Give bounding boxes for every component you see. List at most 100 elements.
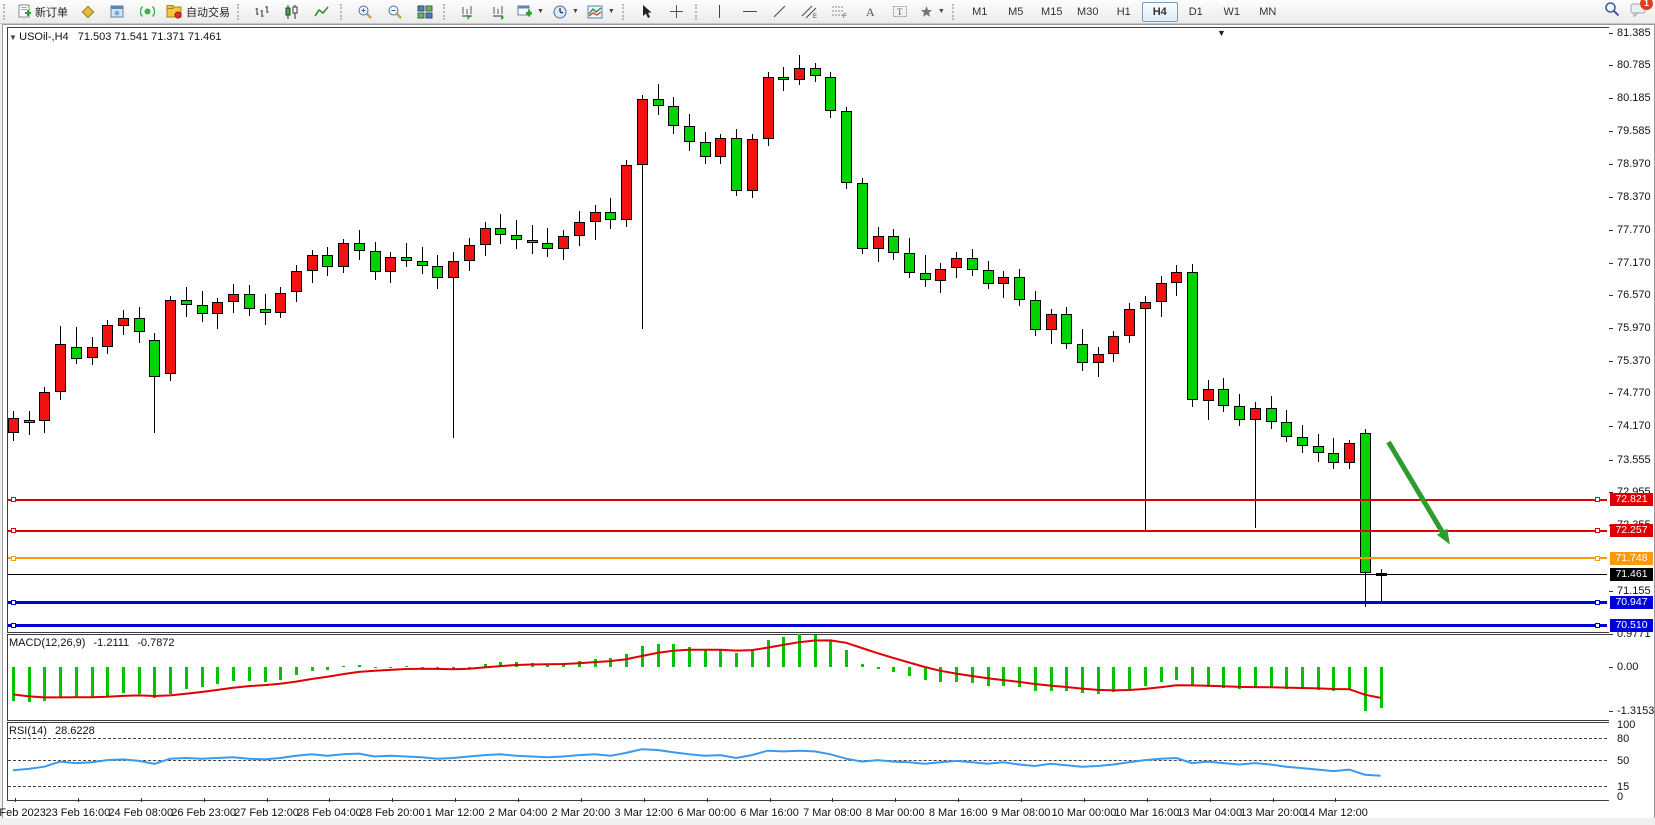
crosshair-button[interactable] [662, 1, 692, 23]
chart-shift-marker[interactable]: ▼ [1217, 28, 1226, 38]
candle [558, 236, 569, 249]
signals-button[interactable] [132, 1, 162, 23]
cursor-button[interactable] [632, 1, 662, 23]
cascade-charts-button[interactable] [483, 1, 513, 23]
macd-histogram-bar [264, 667, 267, 683]
horizontal-line-object[interactable] [8, 498, 1607, 501]
horizontal-line-object[interactable] [8, 573, 1607, 575]
price-tick-mark [1609, 328, 1613, 329]
text-icon: A [866, 5, 875, 19]
candle [1281, 422, 1292, 437]
horizontal-line-object[interactable] [8, 557, 1607, 560]
arrow-shapes-button[interactable]: ▼ [915, 1, 949, 23]
candle [1077, 343, 1088, 364]
macd-tick-mark [1609, 711, 1613, 712]
rsi-pane[interactable] [7, 722, 1611, 801]
line-handle[interactable] [1595, 528, 1600, 533]
market-watch-button[interactable] [72, 1, 102, 23]
candle [1360, 432, 1371, 574]
line-handle[interactable] [11, 528, 16, 533]
horizontal-line-object[interactable] [8, 600, 1607, 604]
macd-histogram-bar [106, 667, 109, 696]
price-tick-label: 77.770 [1617, 224, 1651, 236]
line-handle[interactable] [1595, 599, 1600, 605]
macd-histogram-bar [43, 667, 46, 701]
rsi-tick-label: 0 [1617, 791, 1624, 803]
time-tick-label: 8 Mar 00:00 [865, 807, 925, 819]
horizontal-line-object[interactable] [8, 529, 1607, 532]
candle [417, 260, 428, 267]
chart-title: ▼ USOil-,H4 71.503 71.541 71.371 71.461 [9, 31, 221, 43]
time-tick-mark [1209, 798, 1211, 802]
arrange-charts-button[interactable] [453, 1, 483, 23]
tile-windows-button[interactable] [410, 1, 440, 23]
timeframe-D1[interactable]: D1 [1188, 5, 1203, 18]
time-tick-mark [895, 798, 897, 802]
line-handle[interactable] [11, 623, 16, 629]
autotrading-button[interactable]: 自动交易 [162, 1, 234, 23]
timeframe-M15[interactable]: M15 [1041, 5, 1063, 18]
bar-chart-button[interactable] [247, 1, 277, 23]
macd-histogram-bar [326, 667, 329, 670]
one-click-trading-arrow[interactable]: ▼ [9, 33, 20, 42]
search-icon[interactable] [1604, 1, 1620, 17]
candle-wick [1003, 270, 1004, 298]
profiles-button[interactable]: ▼ [548, 1, 583, 23]
macd-histogram-bar [1002, 667, 1005, 686]
text-button[interactable]: A [855, 1, 885, 23]
line-handle[interactable] [11, 555, 16, 561]
timeframe-M5[interactable]: M5 [1008, 5, 1024, 18]
navigator-button[interactable] [102, 1, 132, 23]
zoom-in-button[interactable] [350, 1, 380, 23]
timeframe-M1[interactable]: M1 [972, 5, 988, 18]
zoom-out-button[interactable] [380, 1, 410, 23]
macd-histogram-bar [1254, 667, 1257, 688]
main-chart-pane[interactable] [7, 27, 1611, 633]
candle-wick [1255, 401, 1256, 529]
time-tick-label: 9 Mar 08:00 [991, 807, 1051, 819]
timeframe-MN[interactable]: MN [1259, 5, 1277, 18]
time-tick-label: 14 Mar 12:00 [1303, 807, 1368, 819]
horizontal-line-object[interactable] [8, 624, 1607, 628]
macd-histogram-bar [468, 667, 471, 668]
time-tick-mark [266, 798, 268, 802]
equidistant-channel-button[interactable]: E [795, 1, 825, 23]
macd-histogram-bar [861, 663, 864, 667]
line-handle[interactable] [1595, 623, 1600, 629]
horizontal-line-button[interactable] [735, 1, 765, 23]
text-label-button[interactable]: T [885, 1, 915, 23]
time-tick-mark [15, 798, 16, 802]
price-tick-label: 78.370 [1617, 191, 1651, 203]
candle [275, 292, 286, 313]
timeframe-W1[interactable]: W1 [1223, 5, 1241, 18]
new-chart-button[interactable]: ▼ [513, 1, 548, 23]
notifications-button[interactable]: 1 [1630, 0, 1653, 17]
time-tick-mark [958, 798, 960, 802]
candle [71, 346, 82, 359]
vertical-line-button[interactable] [705, 1, 735, 23]
fibonacci-button[interactable]: F [825, 1, 855, 23]
candlestick-chart-button[interactable] [277, 1, 307, 23]
timeframe-M30[interactable]: M30 [1077, 5, 1099, 18]
tile-windows-icon [417, 5, 433, 18]
time-tick-label: 6 Mar 00:00 [677, 807, 737, 819]
new-order-button[interactable]: 新订单 [13, 1, 72, 23]
new-chart-icon [517, 5, 532, 16]
line-chart-button[interactable] [307, 1, 337, 23]
timeframe-H4[interactable]: H4 [1141, 1, 1178, 22]
line-handle[interactable] [1595, 555, 1600, 561]
timeframe-H1[interactable]: H1 [1116, 5, 1131, 18]
line-handle[interactable] [11, 599, 16, 605]
time-tick-label: 2 Mar 04:00 [488, 807, 548, 819]
price-axis[interactable] [1609, 27, 1653, 820]
line-handle[interactable] [11, 497, 16, 503]
rsi-tick-label: 50 [1617, 755, 1630, 767]
macd-histogram-bar [295, 667, 298, 676]
candle [197, 304, 208, 315]
price-tick-mark [1609, 426, 1613, 427]
trendline-button[interactable] [765, 1, 795, 23]
candle [39, 391, 50, 421]
line-handle[interactable] [1595, 497, 1600, 503]
template-button[interactable]: ▼ [583, 1, 619, 23]
candle [181, 300, 192, 305]
